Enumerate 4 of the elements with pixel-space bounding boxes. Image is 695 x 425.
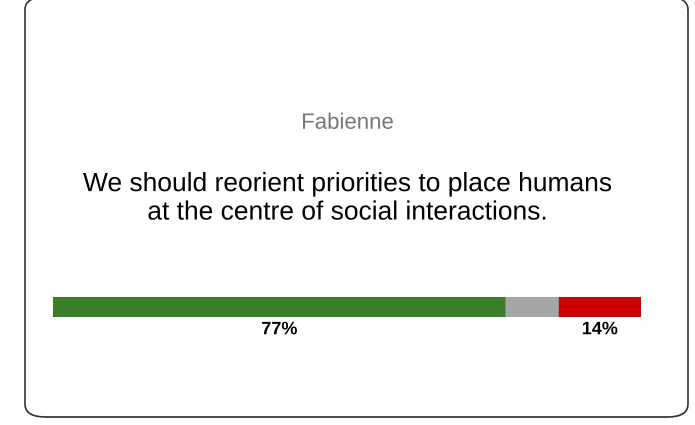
data-label: 14%	[582, 322, 618, 334]
data-label: 77%	[262, 322, 297, 334]
chart-title: Fabienne	[302, 112, 393, 129]
chart-subtitle: We should reorient priorities to place humans at the centre of social interactions.	[83, 172, 612, 220]
